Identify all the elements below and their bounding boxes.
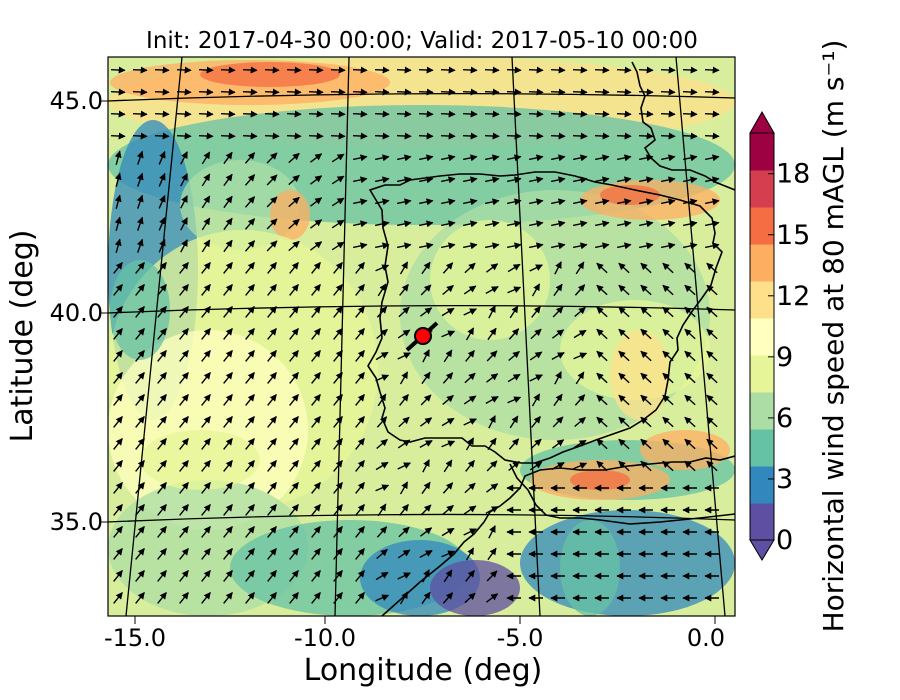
colorbar-label: Horizontal wind speed at 80 mAGL (m s⁻¹) (817, 40, 850, 633)
y-axis: 45.0 40.0 35.0 Latitude (deg) (5, 87, 108, 536)
colorbar-tick-label: 18 (776, 159, 810, 190)
colorbar-ticks: 0 3 6 9 12 15 18 (768, 159, 810, 556)
colorbar-tick-label: 9 (776, 342, 793, 373)
colorbar-tick-label: 15 (776, 220, 810, 251)
x-tick-label: -15.0 (104, 624, 166, 652)
colorbar-tick-label: 6 (776, 403, 793, 434)
map-frame (107, 56, 736, 617)
wind-vectors (110, 66, 720, 605)
x-tick-label: -5.0 (497, 624, 544, 652)
colorbar-extend-top (749, 110, 775, 134)
colorbar-band (750, 170, 774, 208)
map-area (108, 57, 735, 616)
colorbar-band (750, 244, 774, 282)
colorbar-band (750, 133, 774, 171)
colorbar-band (750, 466, 774, 504)
colorbar-bar (750, 133, 774, 541)
colorbar-band (750, 503, 774, 541)
y-tick-label: 40.0 (50, 299, 103, 327)
colorbar-tick-label: 12 (776, 281, 810, 312)
y-tick-label: 45.0 (50, 87, 103, 115)
colorbar-tick-label: 3 (776, 464, 793, 495)
site-marker-group (405, 321, 439, 352)
colorbar-band (750, 207, 774, 245)
colorbar-frame (749, 132, 775, 541)
colorbar-band (750, 429, 774, 467)
map-title: Init: 2017-04-30 00:00; Valid: 2017-05-1… (146, 28, 698, 54)
colorbar: 0 3 6 9 12 15 18 Horizontal wind speed at 80 m… (749, 40, 850, 633)
x-axis: -15.0 -10.0 -5.0 0.0 Longitude (deg) (104, 616, 725, 688)
colorbar-band (750, 392, 774, 430)
colorbar-tick-label: 0 (776, 525, 793, 556)
site-marker (414, 327, 432, 345)
colorbar-extend-bottom (749, 539, 775, 561)
colorbar-band (750, 355, 774, 393)
x-tick-label: -10.0 (294, 624, 356, 652)
colorbar-band (750, 318, 774, 356)
y-axis-label: Latitude (deg) (5, 230, 40, 443)
y-tick-label: 35.0 (50, 508, 103, 536)
x-tick-label: 0.0 (687, 624, 725, 652)
colorbar-band (750, 281, 774, 319)
x-axis-label: Longitude (deg) (304, 653, 543, 688)
